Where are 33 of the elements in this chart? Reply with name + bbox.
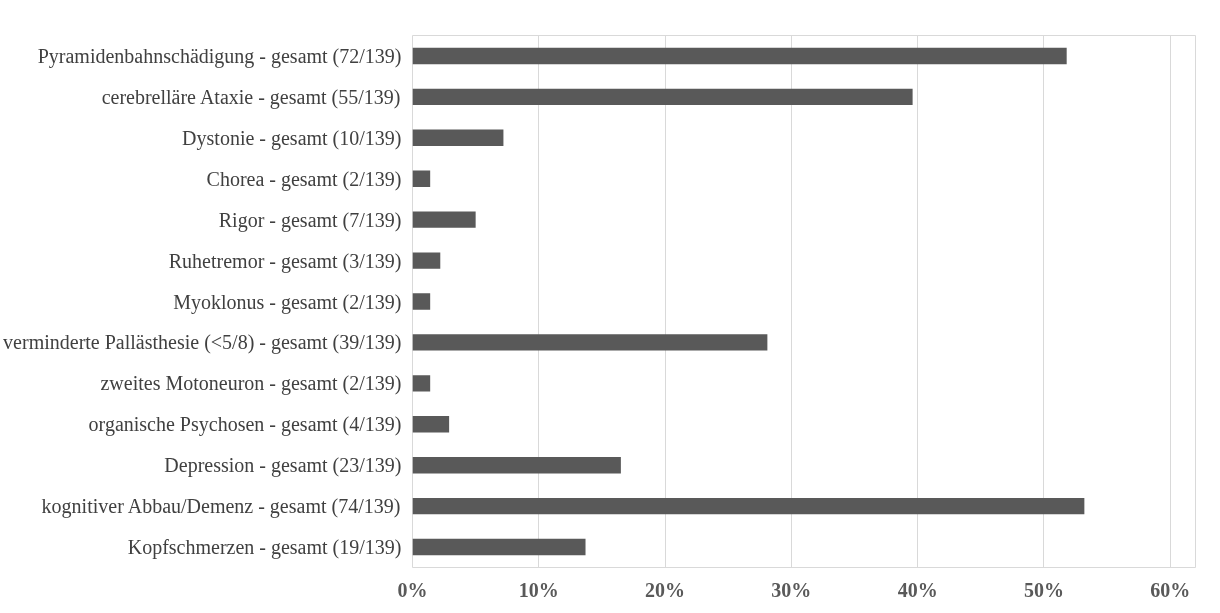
y-tick-label: zweites Motoneuron - gesamt (2/139) [100,372,402,396]
x-tick-label: 50% [1023,578,1064,601]
y-tick-label: organische Psychosen - gesamt (4/139) [88,413,402,437]
x-tick-label: 30% [771,578,812,601]
y-tick-label: Myoklonus - gesamt (2/139) [173,290,402,314]
bar [412,497,1085,515]
bar [412,416,450,433]
x-tick-label: 20% [645,578,686,601]
x-tick-label: 0% [397,578,428,601]
bar [412,457,621,474]
bar [412,129,504,146]
bar [412,334,768,351]
x-tick-label: 60% [1150,578,1191,601]
x-tick-label: 10% [518,578,559,601]
y-tick-label: Chorea - gesamt (2/139) [206,167,402,191]
bar [412,88,913,106]
y-tick-label: kognitiver Abbau/Demenz - gesamt (74/139) [41,495,401,519]
y-tick-label: Kopfschmerzen - gesamt (19/139) [127,536,402,560]
bar [412,538,586,556]
bar [412,375,431,392]
y-tick-label: Ruhetremor - gesamt (3/139) [168,249,402,273]
bar [412,293,431,310]
bar [412,211,476,228]
y-tick-label: Pyramidenbahnschädigung - gesamt (72/139) [37,44,402,68]
x-tick-label: 40% [897,578,938,601]
y-tick-label: cerebrelläre Ataxie - gesamt (55/139) [101,85,401,109]
y-tick-label: verminderte Pallästhesie (<5/8) - gesamt (39/139) [3,331,402,355]
y-tick-label: Dystonie - gesamt (10/139) [182,126,402,150]
bar [412,47,1067,65]
y-tick-label: Rigor - gesamt (7/139) [218,208,402,232]
bar [412,252,441,269]
bar [412,170,431,187]
y-tick-label: Depression - gesamt (23/139) [164,454,402,478]
